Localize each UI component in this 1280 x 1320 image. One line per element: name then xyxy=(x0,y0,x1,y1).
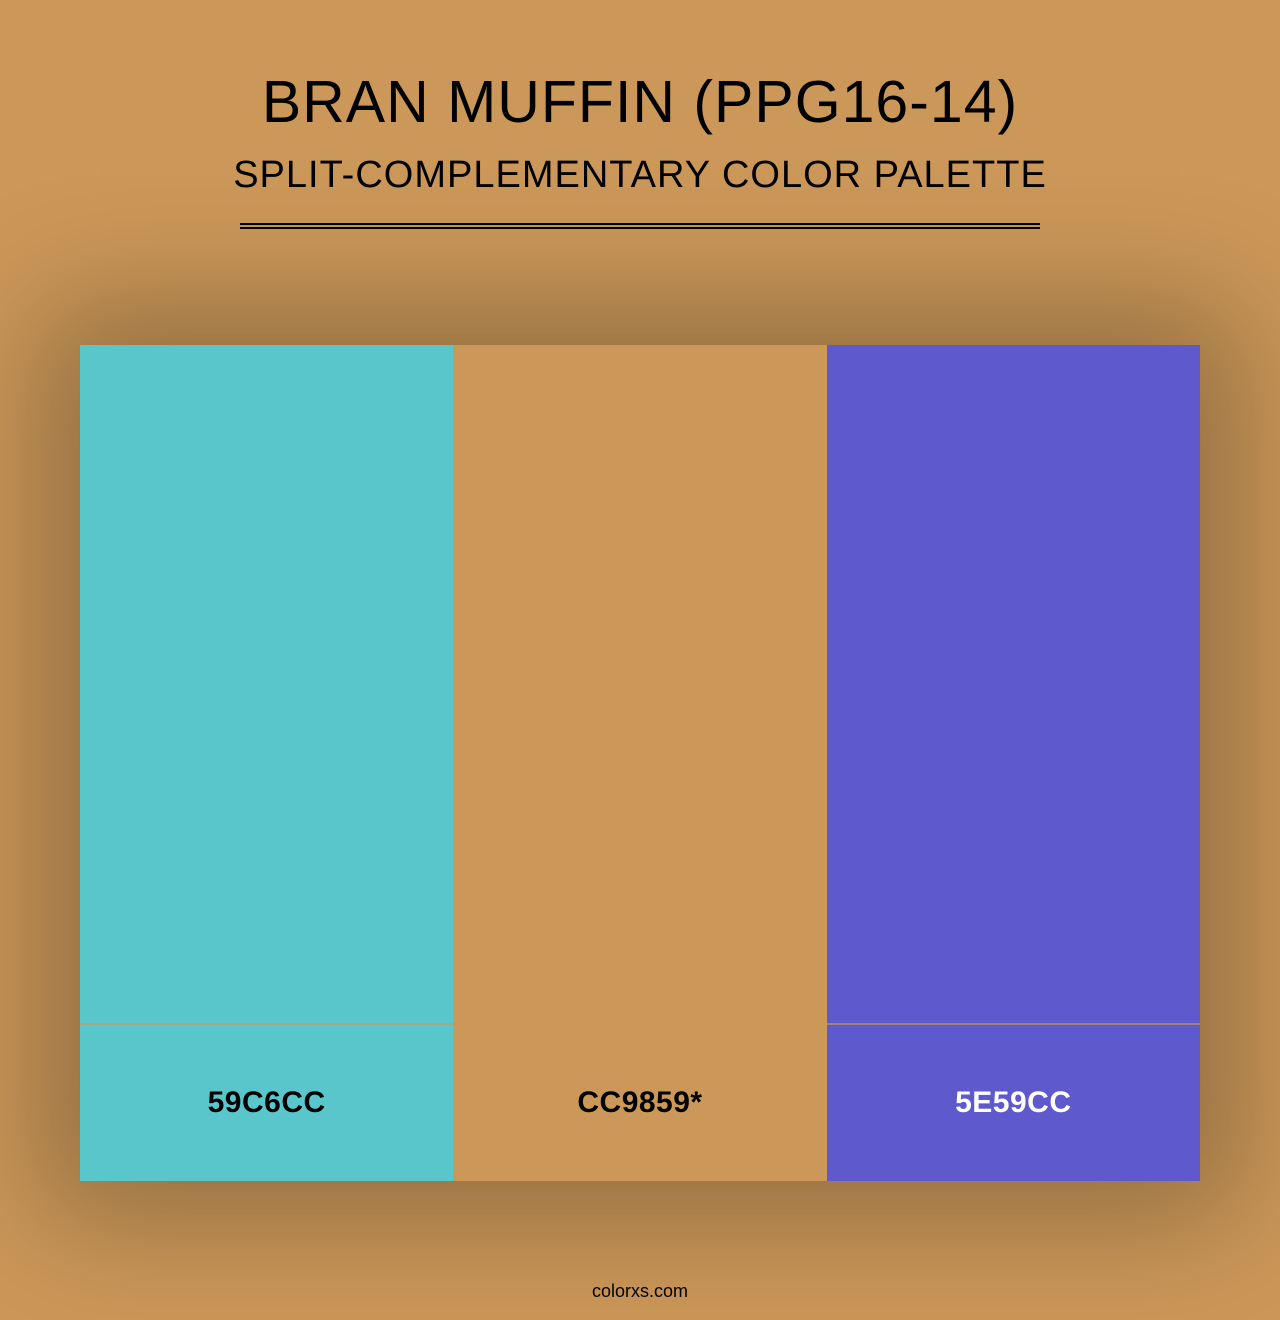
page-title: BRAN MUFFIN (PPG16-14) xyxy=(262,68,1018,136)
palette: 59C6CCCC9859*5E59CC xyxy=(80,345,1200,1181)
page-subtitle: SPLIT-COMPLEMENTARY COLOR PALETTE xyxy=(233,154,1047,197)
swatch-label: CC9859* xyxy=(453,1025,826,1181)
swatch-label: 5E59CC xyxy=(827,1025,1200,1181)
swatch-column: 5E59CC xyxy=(827,345,1200,1181)
footer-credit: colorxs.com xyxy=(0,1281,1280,1302)
swatch-column: CC9859* xyxy=(453,345,826,1181)
swatch-color xyxy=(453,345,826,1025)
swatch-color xyxy=(827,345,1200,1025)
swatch-color xyxy=(80,345,453,1025)
content: BRAN MUFFIN (PPG16-14) SPLIT-COMPLEMENTA… xyxy=(0,0,1280,1320)
swatch-label: 59C6CC xyxy=(80,1025,453,1181)
divider xyxy=(240,223,1040,229)
swatch-column: 59C6CC xyxy=(80,345,453,1181)
